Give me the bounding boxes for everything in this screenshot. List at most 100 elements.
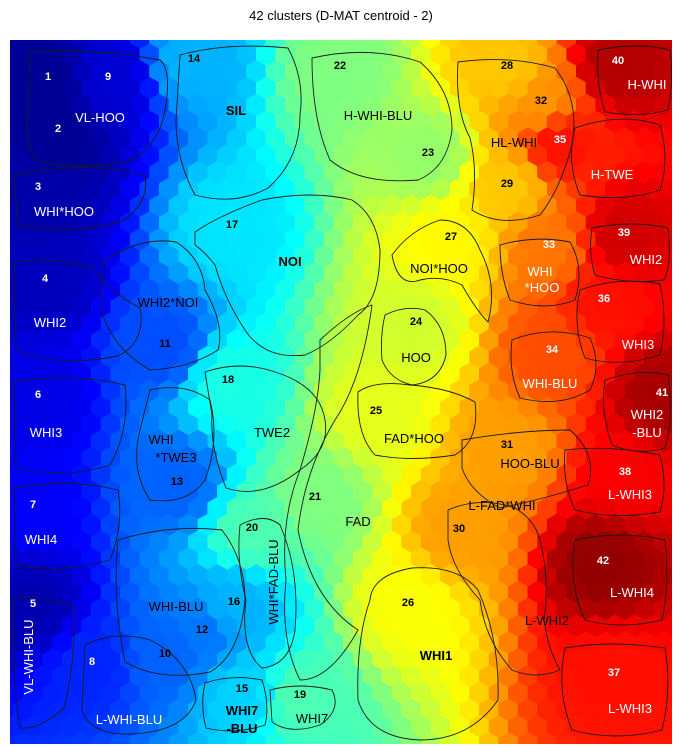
cluster-number: 8	[89, 656, 95, 668]
cluster-outline	[13, 259, 142, 362]
cluster-outline	[572, 534, 668, 626]
cluster-outline	[357, 567, 499, 741]
cluster-number: 7	[30, 499, 36, 511]
map-cell	[663, 212, 672, 234]
cluster-outline	[357, 383, 477, 459]
map-cell	[10, 40, 14, 47]
map-cell	[673, 128, 682, 150]
cluster-number: 19	[294, 689, 306, 701]
cluster-outline	[81, 635, 197, 735]
map-cell	[663, 245, 672, 268]
cluster-number: 1	[45, 71, 51, 83]
map-cell	[663, 178, 672, 200]
cluster-label: NOI	[278, 254, 301, 269]
cluster-number: 35	[554, 134, 566, 146]
cluster-number: 27	[445, 231, 457, 243]
map-cell	[653, 732, 672, 744]
cluster-outline	[13, 377, 127, 474]
cluster-outline	[13, 483, 121, 569]
cluster-number: 29	[501, 178, 513, 190]
cluster-label: H-TWE	[591, 167, 634, 182]
map-cell	[673, 632, 682, 654]
cluster-label: WHI2	[34, 315, 67, 330]
map-cell	[673, 598, 682, 620]
cluster-number: 33	[543, 239, 555, 251]
cluster-outline	[571, 118, 666, 199]
cluster-label: WHI2	[631, 407, 664, 422]
cluster-outline	[175, 45, 302, 200]
cluster-number: 22	[334, 60, 346, 72]
cluster-number: 12	[196, 624, 208, 636]
map-cell	[663, 144, 672, 167]
cluster-number: 30	[453, 523, 465, 535]
cluster-number: 10	[159, 648, 171, 660]
cluster-outline	[202, 677, 268, 732]
cluster-label: WHI	[148, 432, 173, 447]
cluster-number: 42	[597, 555, 609, 567]
map-cell	[663, 447, 672, 469]
cluster-outline	[461, 429, 592, 509]
map-cell	[673, 195, 682, 217]
cluster-number: 31	[501, 439, 513, 451]
map-cell	[673, 228, 682, 250]
map-cell	[673, 699, 682, 721]
cluster-label: L-WHI3	[608, 701, 652, 716]
map-cell	[673, 430, 682, 452]
cluster-number: 11	[159, 338, 171, 350]
map-cell	[663, 346, 672, 368]
cluster-number: 36	[598, 293, 610, 305]
cluster-label: FAD*HOO	[384, 431, 444, 446]
cluster-label: L-WHI-BLU	[96, 712, 162, 727]
cluster-number: 21	[309, 491, 321, 503]
cluster-number: 32	[535, 95, 547, 107]
cluster-label: WHI2*NOI	[138, 295, 199, 310]
cluster-number: 25	[370, 405, 382, 417]
cluster-number: 34	[546, 344, 559, 356]
cluster-outline	[590, 223, 670, 283]
cluster-outline	[194, 194, 381, 357]
cluster-label: *HOO	[525, 280, 560, 295]
cluster-outline	[561, 643, 669, 737]
map-cell	[673, 665, 682, 687]
cluster-outline	[597, 45, 673, 116]
cluster-outline	[115, 527, 246, 676]
cluster-label: HOO-BLU	[500, 456, 559, 471]
cluster-label: WHI7	[226, 703, 259, 718]
cluster-label: WHI*HOO	[34, 204, 94, 219]
cluster-number: 41	[656, 387, 668, 399]
cluster-label: H-WHI-BLU	[344, 108, 413, 123]
map-cell	[663, 77, 672, 100]
cluster-number: 26	[402, 597, 414, 609]
cluster-label: WHI1	[420, 648, 453, 663]
cluster-number: 3	[35, 181, 41, 193]
cluster-label: VL-HOO	[75, 110, 125, 125]
map-cell	[673, 296, 682, 318]
cluster-label: L-WHI3	[608, 487, 652, 502]
cluster-number: 23	[422, 147, 434, 159]
cluster-outline	[26, 50, 169, 167]
cluster-outline	[238, 518, 297, 669]
cluster-label: HOO	[401, 350, 431, 365]
cluster-label: HL-WHI	[491, 135, 537, 150]
map-cell	[673, 732, 682, 747]
cluster-number: 9	[105, 71, 111, 83]
map-cell	[673, 564, 682, 586]
map-cell	[673, 531, 682, 553]
cluster-label: WHI4	[25, 532, 58, 547]
cluster-label: L-WHI4	[610, 585, 654, 600]
cluster-outline	[391, 219, 493, 323]
cluster-label: WHI2	[630, 252, 663, 267]
cluster-label: WHI7	[296, 711, 329, 726]
cluster-number: 5	[30, 598, 36, 610]
map-cell	[673, 60, 682, 82]
cluster-number: 2	[55, 123, 61, 135]
cluster-label: FAD	[345, 514, 370, 529]
cluster-outline	[311, 51, 453, 182]
map-cell	[673, 464, 682, 486]
cluster-label: *TWE3	[155, 450, 196, 465]
cluster-number: 38	[619, 466, 631, 478]
cluster-outline	[510, 331, 597, 403]
cluster-outline	[13, 597, 75, 729]
cluster-number: 13	[171, 476, 183, 488]
